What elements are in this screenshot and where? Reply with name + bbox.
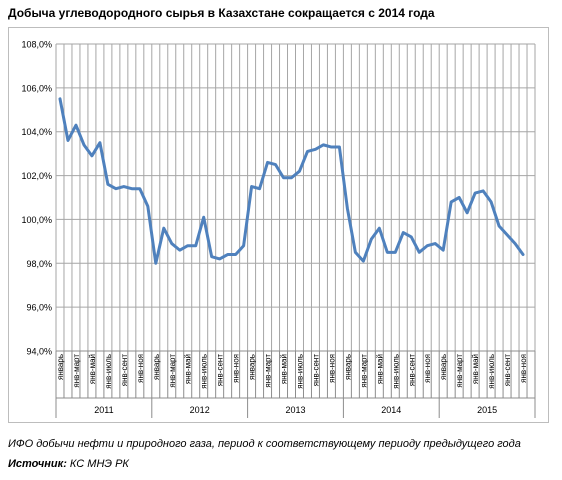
x-tick-label: январь (439, 354, 448, 380)
y-tick-label: 108,0% (21, 40, 52, 50)
x-tick-label: янв-сент (503, 354, 512, 387)
x-tick-label: январь (152, 354, 161, 380)
year-label: 2014 (381, 405, 401, 415)
chart-title: Добыча углеводородного сырья в Казахстан… (8, 6, 435, 20)
year-label: 2013 (285, 405, 305, 415)
y-tick-label: 96,0% (26, 303, 52, 313)
x-tick-label: янв-ноя (519, 354, 528, 383)
x-tick-label: янв-март (72, 354, 81, 388)
year-label: 2012 (190, 405, 210, 415)
x-tick-label: янв-сент (216, 354, 225, 387)
series-line (58, 97, 525, 265)
x-tick-label: янв-май (88, 354, 97, 384)
y-tick-label: 102,0% (21, 171, 52, 181)
year-label: 2015 (477, 405, 497, 415)
chart-frame (8, 27, 549, 423)
x-tick-label: янв-ноя (327, 354, 336, 383)
source-text: КС МНЭ РК (66, 458, 129, 470)
y-tick-label: 100,0% (21, 215, 52, 225)
x-tick-label: янв-ноя (423, 354, 432, 383)
x-tick-label: янв-март (455, 354, 464, 388)
x-tick-label: янв-март (264, 354, 273, 388)
x-tick-label: янв-сент (120, 354, 129, 387)
x-tick-label: янв-июль (391, 354, 400, 389)
chart-caption: ИФО добычи нефти и природного газа, пери… (8, 438, 521, 450)
x-tick-label: янв-май (280, 354, 289, 384)
x-tick-label: янв-сент (407, 354, 416, 387)
x-tick-label: янв-сент (311, 354, 320, 387)
x-tick-label: янв-май (184, 354, 193, 384)
y-tick-label: 94,0% (26, 347, 52, 357)
x-tick-label: янв-май (471, 354, 480, 384)
source-note: Источник: КС МНЭ РК (8, 458, 129, 470)
x-tick-label: янв-май (375, 354, 384, 384)
x-tick-label: январь (343, 354, 352, 380)
x-tick-label: янв-март (359, 354, 368, 388)
x-tick-label: январь (248, 354, 257, 380)
x-tick-label: янв-июль (487, 354, 496, 389)
source-label: Источник: (8, 458, 67, 470)
y-tick-label: 104,0% (21, 127, 52, 137)
x-tick-label: янв-март (168, 354, 177, 388)
y-tick-label: 106,0% (21, 83, 52, 93)
year-label: 2011 (94, 405, 113, 415)
x-tick-label: январь (56, 354, 65, 380)
x-tick-label: янв-ноя (232, 354, 241, 383)
x-tick-label: янв-июль (104, 354, 113, 389)
x-tick-label: янв-ноя (136, 354, 145, 383)
x-tick-label: янв-июль (295, 354, 304, 389)
x-tick-label: янв-июль (200, 354, 209, 389)
y-tick-label: 98,0% (26, 259, 52, 269)
